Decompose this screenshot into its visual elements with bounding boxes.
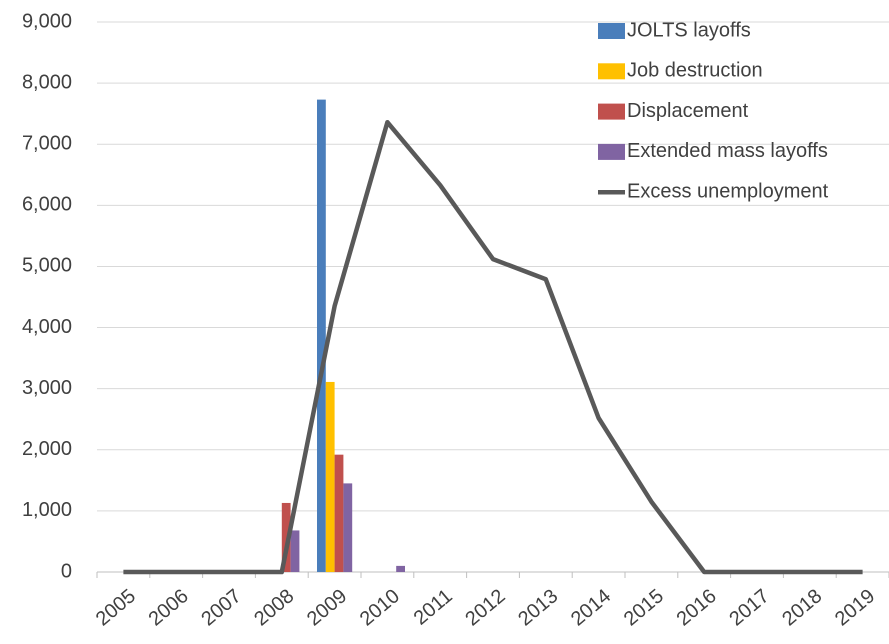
x-tick-label: 2005 [92,585,140,630]
y-tick-label: 3,000 [22,377,72,399]
bar [325,381,335,572]
y-tick-label: 8,000 [22,71,72,93]
legend-label: Extended mass layoffs [627,140,828,162]
y-tick-label: 5,000 [22,255,72,277]
line [123,119,863,575]
x-tick-label: 2019 [831,585,879,630]
legend-swatch [598,143,625,160]
x-tick-label: 2018 [778,585,826,630]
y-tick-label: 1,000 [22,499,72,521]
x-tick-label: 2016 [673,585,721,630]
y-tick-label: 9,000 [22,10,72,32]
legend-label: Displacement [627,100,749,122]
x-tick-label: 2011 [410,585,457,630]
x-tick-label: 2012 [461,585,509,630]
y-tick-label: 2,000 [22,438,72,460]
bar [290,530,300,572]
bar [334,454,344,572]
x-tick-label: 2014 [567,585,615,630]
x-tick-label: 2009 [303,585,351,630]
x-tick-label: 2017 [725,585,773,630]
legend-swatch [598,103,625,120]
x-tick-label: 2008 [250,585,298,630]
x-tick-label: 2007 [197,585,245,630]
legend-swatch [598,23,625,39]
y-tick-label: 0 [61,560,72,582]
x-tick-label: 2013 [514,585,562,630]
bar [396,565,405,572]
bar [343,483,353,572]
y-tick-label: 4,000 [22,316,72,338]
legend-label: Excess unemployment [627,180,829,202]
x-tick-label: 2010 [356,585,404,630]
y-tick-label: 6,000 [22,194,72,216]
y-tick-label: 7,000 [22,133,72,155]
x-tick-label: 2006 [145,585,193,630]
bar [281,502,291,572]
x-tick-label: 2015 [620,585,668,630]
bar [317,99,326,572]
legend-label: JOLTS layoffs [627,19,751,41]
legend-swatch [598,63,625,80]
legend-label: Job destruction [627,60,763,82]
